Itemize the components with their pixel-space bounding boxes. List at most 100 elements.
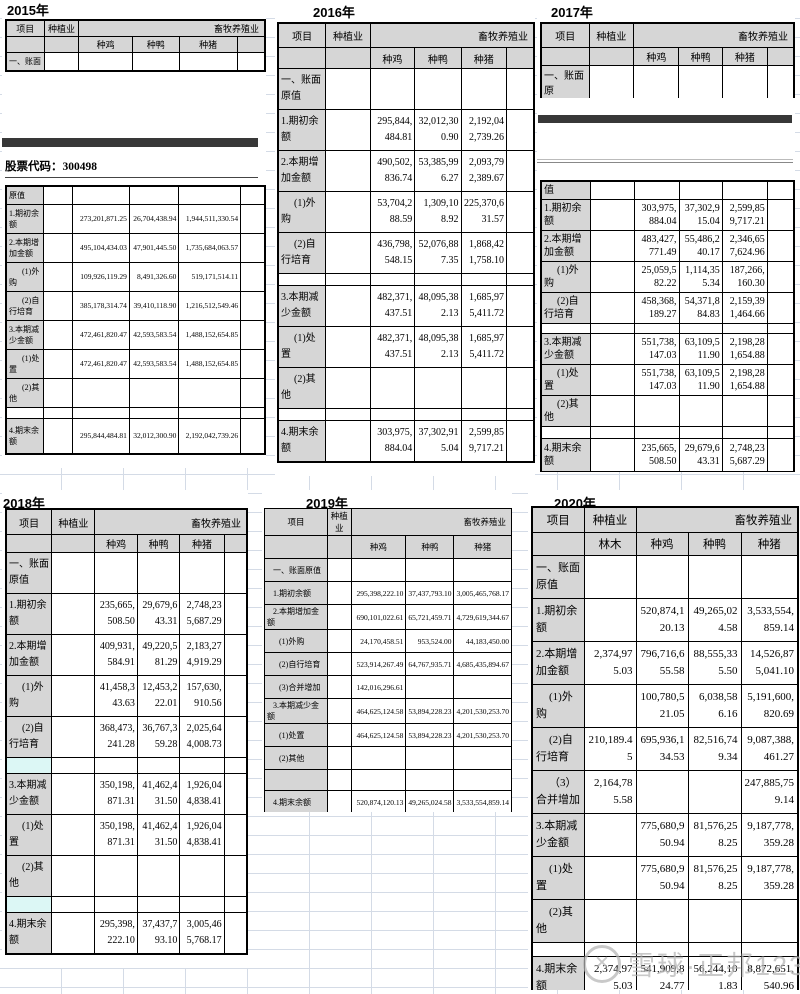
cell-value: 295,844,484.81 xyxy=(369,109,416,151)
table-header-row: 项目 种植业 畜牧养殖业 xyxy=(263,508,512,536)
cell-value: 3,533,554,859.14 xyxy=(740,598,799,642)
table-row: (1)外购 24,170,458.51 953,524.00 44,183,450.0… xyxy=(263,629,512,653)
cell-value: 472,461,820.47 xyxy=(72,348,130,379)
cell-value xyxy=(740,942,799,957)
clipped-column-cell xyxy=(223,855,248,897)
table-row: 3.本期减少金额 472,461,820.47 42,593,583.54 1,488… xyxy=(5,319,266,350)
year-2020-section: 2020年 项目 种植业 畜牧养殖业 林木 种鸡 种鸭 种猪 一、账面原值 1.期… xyxy=(528,490,800,990)
cell-value xyxy=(42,232,74,263)
cell-value xyxy=(678,65,723,98)
col-header-pig: 种猪 xyxy=(179,534,225,553)
cell-value xyxy=(583,899,637,943)
cell-value xyxy=(369,408,416,421)
col-header-planting: 种植业 xyxy=(43,19,80,37)
cell-value: 53,704,288.59 xyxy=(369,191,416,233)
row-label: (1)处置 xyxy=(5,814,53,856)
table-row: (2)自行培育 210,189.45 695,936,134.53 82,516,74… xyxy=(531,727,799,771)
clipped-column-cell xyxy=(236,52,266,72)
clipped-column-cell xyxy=(223,773,248,815)
col-header-planting: 种植业 xyxy=(51,508,96,535)
cell-value xyxy=(583,555,637,599)
col-header-livestock: 畜牧养殖业 xyxy=(94,508,248,535)
cell-value xyxy=(128,185,180,205)
cell-value: 2,164,785.58 xyxy=(583,770,637,814)
table-header-row: 项目 种植业 畜牧养殖业 xyxy=(531,506,799,533)
cell-value: 303,975,884.04 xyxy=(369,420,416,463)
clipped-column-cell xyxy=(240,290,266,321)
table-row: (1)外购 109,926,119.29 8,491,326.60 519,171,5… xyxy=(5,261,266,292)
year-2016-section: 2016年 项目 种植业 畜牧养殖业 种鸡 种鸭 种猪 一、账面原值 1.期初余额… xyxy=(275,0,535,476)
cell-value xyxy=(179,552,225,594)
cell-value xyxy=(325,326,371,368)
row-label: (2)自行培育 xyxy=(263,652,329,676)
clipped-column xyxy=(766,47,795,66)
table-row: 1.期初余额 295,844,484.81 32,012,300.90 2,192,0… xyxy=(277,109,535,151)
col-header-livestock: 畜牧养殖业 xyxy=(635,506,799,533)
clipped-column-cell xyxy=(506,109,535,151)
cell-value xyxy=(327,558,352,582)
cell-value xyxy=(589,292,635,324)
col-header-chicken: 种鸡 xyxy=(633,47,680,66)
table-row: 4.期末余额 295,398,222.10 37,437,793.10 3,005,4… xyxy=(5,912,248,955)
cell-value: 1,944,511,330.54 xyxy=(178,203,242,234)
cell-value xyxy=(42,203,74,234)
cell-value xyxy=(414,68,462,110)
cell-value xyxy=(405,558,455,582)
clipped-column-cell xyxy=(240,377,266,408)
row-label: (2)其他 xyxy=(540,395,591,427)
cell-value: 472,461,820.47 xyxy=(72,319,130,350)
row-label: 一、账面原值 xyxy=(531,555,585,599)
cell-value xyxy=(78,52,134,72)
cell-value xyxy=(72,185,130,205)
col-header-item: 项目 xyxy=(277,22,327,48)
cell-value: 385,178,314.74 xyxy=(72,290,130,321)
cell-value xyxy=(350,558,407,582)
col-header-livestock: 畜牧养殖业 xyxy=(633,22,795,48)
clipped-column-cell xyxy=(506,150,535,192)
cell-value: 483,427,771.49 xyxy=(633,230,680,262)
cell-value: 350,198,871.31 xyxy=(94,814,138,856)
row-label: (1)外购 xyxy=(277,191,327,233)
clipped-column-cell xyxy=(766,395,795,427)
row-label: 一、账面原值 xyxy=(263,558,329,582)
clipped-column-cell xyxy=(223,593,248,635)
cell-value: 273,201,871.25 xyxy=(72,203,130,234)
row-label: (2)自行培育 xyxy=(531,727,585,771)
cell-value xyxy=(51,896,96,913)
row-label: 1.期初余额 xyxy=(277,109,327,151)
table-row: 一、账面原值 xyxy=(277,68,535,110)
cell-value xyxy=(178,52,238,72)
row-label: (2)其他 xyxy=(5,377,44,408)
row-label: 1.期初余额 xyxy=(5,203,44,234)
col-header-planting: 种植业 xyxy=(327,508,352,536)
cell-value xyxy=(325,232,371,274)
cell-value xyxy=(678,323,723,334)
cell-value: 29,679,643.31 xyxy=(678,438,723,472)
cell-value: 81,576,258.25 xyxy=(687,813,742,857)
cell-value: 63,109,511.90 xyxy=(678,364,723,396)
table-row: (2)自行培育 368,473,241.28 36,767,359.28 2,025,… xyxy=(5,716,248,758)
table-row: 3.本期减少金额 551,738,147.03 63,109,511.90 2,198… xyxy=(540,333,795,365)
table-row: (2)其他 xyxy=(540,395,795,427)
row-label: 4.期末余额 xyxy=(5,417,44,455)
clipped-column-cell xyxy=(766,199,795,231)
cell-value xyxy=(51,675,96,717)
cell-value xyxy=(327,675,352,699)
col-header-planting: 种植业 xyxy=(325,22,371,48)
cell-value xyxy=(43,52,80,72)
cell-value: 12,453,222.01 xyxy=(136,675,181,717)
cell-value xyxy=(51,855,96,897)
cell-value: 48,095,382.13 xyxy=(414,285,462,327)
row-label: (1)处置 xyxy=(531,856,585,900)
row-label: 3.本期减少金额 xyxy=(277,285,327,327)
cell-value xyxy=(633,395,680,427)
cell-value xyxy=(633,65,680,98)
clipped-column xyxy=(223,534,248,553)
table-row: 一、账面原值 xyxy=(263,558,512,582)
row-label xyxy=(277,273,327,286)
cell-value xyxy=(94,757,138,774)
col-header-item: 项目 xyxy=(5,508,53,535)
stock-code: 股票代码：300498 xyxy=(5,158,258,178)
clipped-column-cell xyxy=(506,326,535,368)
table-row xyxy=(531,942,799,957)
